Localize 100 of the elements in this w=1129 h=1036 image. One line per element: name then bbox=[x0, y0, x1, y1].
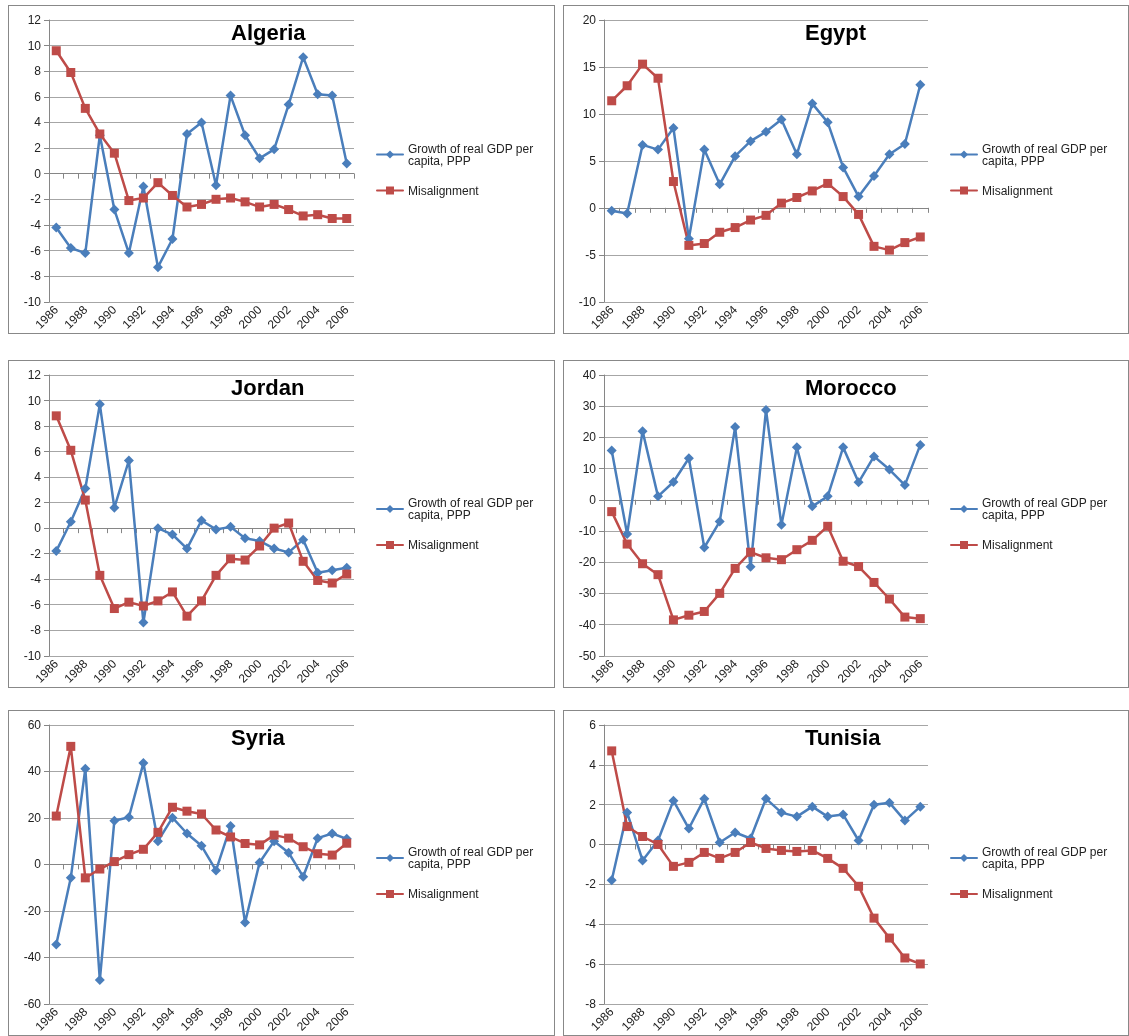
point bbox=[66, 741, 76, 751]
point bbox=[684, 240, 694, 250]
point bbox=[668, 861, 678, 871]
point bbox=[900, 953, 910, 963]
legend-label: Misalignment bbox=[408, 538, 480, 552]
point bbox=[653, 73, 663, 83]
point bbox=[342, 214, 352, 224]
point bbox=[124, 597, 134, 607]
point bbox=[746, 215, 756, 225]
point bbox=[730, 827, 741, 838]
point bbox=[66, 445, 76, 455]
point bbox=[899, 480, 910, 491]
point bbox=[622, 539, 632, 549]
point bbox=[226, 832, 236, 842]
point bbox=[167, 587, 177, 597]
point bbox=[254, 153, 265, 164]
point bbox=[776, 845, 786, 855]
y-tick-label: -4 bbox=[30, 572, 42, 587]
y-tick-label: 10 bbox=[27, 38, 42, 53]
point bbox=[838, 556, 848, 566]
point bbox=[668, 123, 679, 134]
point bbox=[853, 835, 864, 846]
point bbox=[699, 793, 710, 804]
chart-title: Morocco bbox=[805, 374, 897, 400]
y-tick-label: 12 bbox=[27, 13, 42, 27]
point bbox=[915, 614, 925, 624]
point bbox=[94, 975, 105, 986]
point bbox=[792, 846, 802, 856]
point bbox=[853, 477, 864, 488]
point bbox=[838, 192, 848, 202]
y-tick-label: 2 bbox=[589, 797, 597, 812]
point bbox=[124, 196, 134, 206]
y-tick-label: 2 bbox=[34, 141, 42, 156]
point bbox=[699, 847, 709, 857]
point bbox=[884, 797, 895, 808]
point bbox=[884, 149, 895, 160]
point bbox=[838, 863, 848, 873]
y-tick-label: 20 bbox=[582, 13, 597, 27]
chart-title: Jordan bbox=[231, 374, 305, 400]
point bbox=[312, 89, 323, 100]
point bbox=[109, 857, 119, 867]
y-tick-label: 4 bbox=[34, 115, 42, 130]
point bbox=[95, 570, 105, 580]
point bbox=[327, 828, 338, 839]
point bbox=[197, 809, 206, 819]
y-tick-label: -20 bbox=[23, 903, 42, 918]
point bbox=[109, 204, 120, 215]
point bbox=[152, 523, 163, 534]
point bbox=[51, 811, 61, 821]
y-tick-label: -20 bbox=[578, 555, 597, 570]
point bbox=[313, 849, 323, 859]
point bbox=[138, 601, 148, 611]
y-tick-label: -30 bbox=[578, 586, 597, 601]
point bbox=[283, 547, 294, 558]
y-tick-label: 10 bbox=[582, 461, 597, 476]
point bbox=[761, 210, 771, 220]
point bbox=[167, 802, 177, 812]
point bbox=[792, 545, 802, 555]
point bbox=[80, 483, 91, 494]
point bbox=[746, 547, 756, 557]
y-tick-label: 20 bbox=[582, 430, 597, 445]
point bbox=[255, 202, 265, 212]
point bbox=[167, 190, 177, 200]
legend-label: Misalignment bbox=[982, 538, 1054, 552]
point bbox=[65, 242, 76, 253]
point bbox=[807, 186, 817, 196]
y-tick-label: 4 bbox=[589, 757, 597, 772]
point bbox=[80, 248, 91, 259]
point bbox=[226, 193, 236, 203]
y-tick-label: 0 bbox=[589, 200, 597, 215]
point bbox=[683, 823, 694, 834]
point bbox=[668, 177, 678, 187]
y-tick-label: 6 bbox=[589, 718, 597, 732]
point bbox=[51, 46, 61, 56]
point bbox=[699, 239, 709, 249]
point bbox=[761, 126, 771, 137]
y-tick-label: -2 bbox=[30, 192, 42, 207]
point bbox=[606, 205, 617, 216]
point bbox=[884, 245, 894, 255]
point bbox=[66, 68, 76, 78]
point bbox=[341, 158, 352, 169]
point bbox=[269, 543, 280, 554]
point bbox=[776, 807, 787, 818]
point bbox=[607, 507, 617, 517]
point bbox=[283, 99, 294, 110]
point bbox=[167, 812, 178, 823]
point bbox=[123, 812, 134, 823]
point bbox=[80, 873, 90, 883]
y-tick-label: -8 bbox=[30, 269, 42, 284]
point bbox=[761, 404, 771, 415]
point bbox=[683, 453, 694, 464]
point bbox=[65, 516, 76, 527]
point bbox=[51, 546, 62, 557]
point bbox=[80, 103, 90, 113]
legend-label: Misalignment bbox=[408, 887, 480, 901]
y-tick-label: -10 bbox=[23, 294, 42, 309]
point bbox=[123, 248, 134, 259]
y-tick-label: -4 bbox=[30, 217, 42, 232]
y-tick-label: -2 bbox=[30, 546, 42, 561]
point bbox=[211, 194, 221, 204]
